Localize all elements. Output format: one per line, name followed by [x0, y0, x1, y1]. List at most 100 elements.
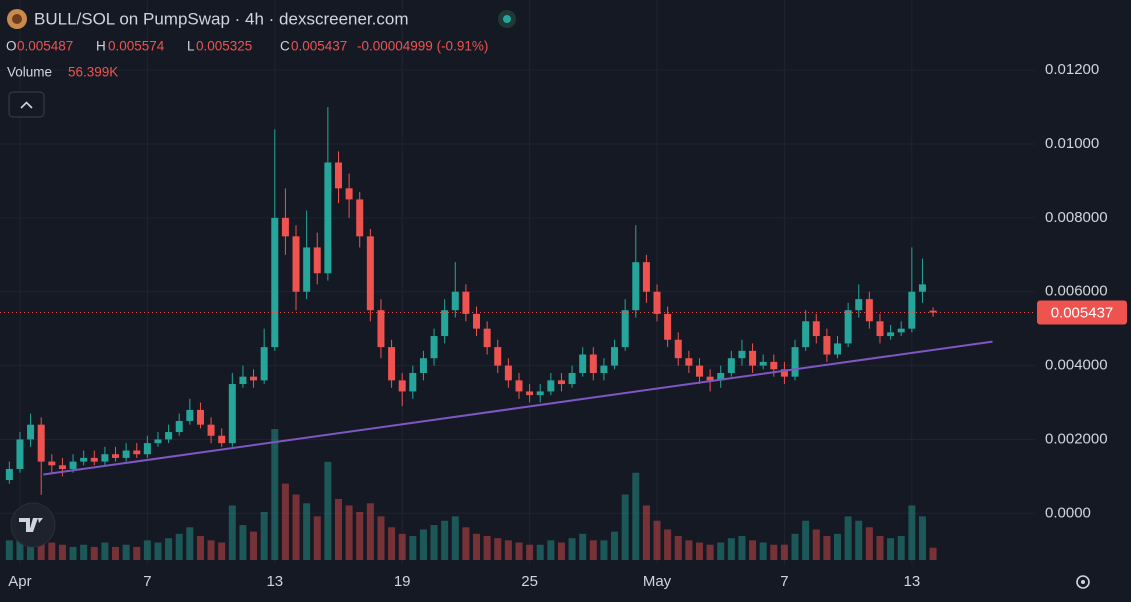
- volume-bar: [462, 527, 470, 560]
- x-tick-label: 19: [394, 573, 411, 590]
- legend-label: C: [280, 39, 290, 54]
- volume-bar: [759, 542, 767, 560]
- legend-label: H: [96, 39, 106, 54]
- volume-bar: [685, 540, 693, 560]
- candle-body: [356, 199, 364, 237]
- candle-body: [80, 457, 88, 462]
- volume-bar: [165, 538, 173, 560]
- candle-body: [834, 343, 842, 355]
- candle-body: [122, 450, 130, 458]
- chart-title: BULL/SOL on PumpSwap · 4h · dexscreener.…: [34, 9, 409, 28]
- volume-bar: [112, 546, 120, 560]
- volume-bar: [303, 503, 311, 560]
- candle-body: [260, 347, 268, 381]
- candle-body: [303, 247, 311, 292]
- candle-body: [101, 454, 109, 462]
- trendline: [43, 340, 993, 476]
- volume-bar: [536, 544, 544, 560]
- volume-bar: [398, 533, 406, 560]
- volume-bar: [143, 540, 151, 560]
- candle-body: [929, 310, 937, 313]
- volume-bar: [37, 533, 45, 560]
- volume-bar: [504, 540, 512, 560]
- volume-bar: [579, 533, 587, 560]
- volume-bar: [791, 533, 799, 560]
- last-price-label: 0.005437: [1051, 304, 1114, 321]
- candle-body: [473, 313, 481, 329]
- candle-body: [812, 321, 820, 337]
- candle-body: [536, 391, 544, 396]
- candle-body: [154, 439, 162, 444]
- candle-body: [844, 310, 852, 344]
- volume-bar: [58, 544, 66, 560]
- candle-body: [557, 380, 565, 385]
- legend-value: 0.005574: [108, 39, 165, 54]
- candle-body: [759, 361, 767, 366]
- volume-layer: [5, 429, 937, 560]
- volume-bar: [324, 461, 332, 560]
- volume-bar: [250, 531, 258, 560]
- volume-bar: [207, 540, 215, 560]
- candle-body: [271, 217, 279, 348]
- candle-body: [706, 376, 714, 381]
- volume-bar: [706, 544, 714, 560]
- candle-body: [196, 409, 204, 425]
- volume-bar: [674, 536, 682, 560]
- candle-body: [865, 299, 873, 322]
- volume-bar: [69, 546, 77, 560]
- legend-value: 0.005437: [291, 39, 347, 54]
- candle-body: [398, 380, 406, 392]
- volume-bar: [196, 536, 204, 560]
- candle-body: [292, 236, 300, 292]
- volume-bar: [356, 512, 364, 560]
- candle-body: [165, 432, 173, 440]
- volume-bar: [695, 542, 703, 560]
- candle-body: [69, 461, 77, 469]
- volume-bar: [90, 546, 98, 560]
- candle-body: [642, 262, 650, 292]
- volume-bar: [473, 533, 481, 560]
- candle-body: [207, 424, 215, 436]
- volume-bar: [749, 540, 757, 560]
- x-tick-label: 13: [266, 573, 283, 590]
- volume-bar: [133, 546, 141, 560]
- candle-body: [345, 188, 353, 200]
- candle-body: [579, 354, 587, 373]
- candle-layer: [5, 107, 993, 495]
- volume-bar: [844, 516, 852, 560]
- x-tick-label: 7: [780, 573, 788, 590]
- volume-bar: [419, 529, 427, 560]
- candle-body: [802, 321, 810, 348]
- volume-bar: [547, 540, 555, 560]
- x-tick-label: 25: [521, 573, 538, 590]
- grid: [0, 0, 1035, 565]
- volume-bar: [834, 533, 842, 560]
- volume-bar: [664, 529, 672, 560]
- candle-body: [738, 350, 746, 359]
- candle-body: [876, 321, 884, 337]
- candle-body: [611, 347, 619, 366]
- candle-body: [887, 332, 895, 337]
- volume-bar: [929, 547, 937, 560]
- candle-body: [366, 236, 374, 311]
- volume-bar: [101, 542, 109, 560]
- volume-bar: [292, 494, 300, 560]
- candle-body: [749, 350, 757, 366]
- collapse-button[interactable]: [8, 91, 45, 118]
- volume-bar: [260, 512, 268, 560]
- candle-body: [430, 336, 438, 359]
- volume-bar: [823, 536, 831, 560]
- candle-body: [324, 162, 332, 274]
- volume-bar: [855, 520, 863, 560]
- volume-bar: [876, 536, 884, 560]
- volume-bar: [313, 516, 321, 560]
- volume-bar: [653, 520, 661, 560]
- candle-body: [441, 310, 449, 337]
- volume-bar: [812, 529, 820, 560]
- settings-icon[interactable]: [1076, 575, 1090, 589]
- volume-bar: [494, 538, 502, 560]
- candle-body: [58, 465, 66, 469]
- candle-body: [228, 384, 236, 444]
